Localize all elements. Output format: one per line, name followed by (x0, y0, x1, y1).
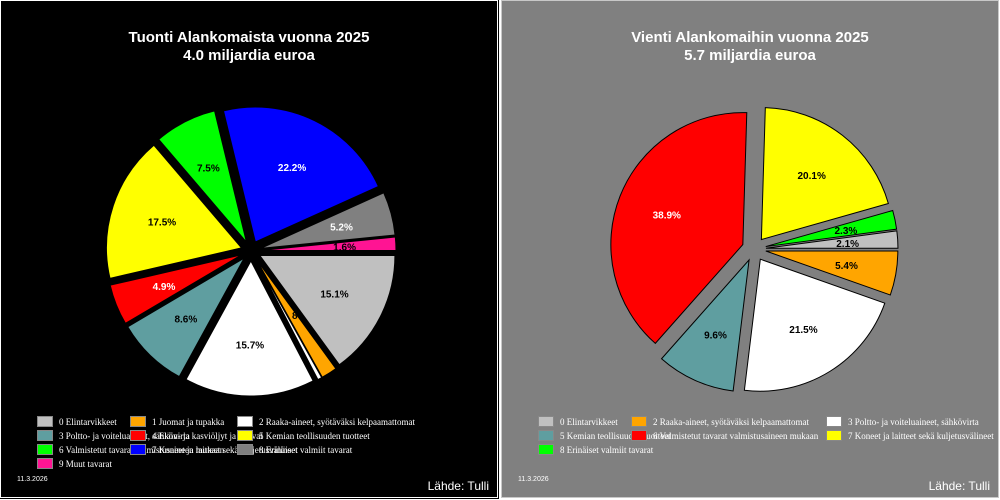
legend-label: 0 Elintarvikkeet (560, 416, 618, 427)
pie-slice (106, 144, 243, 279)
legend-swatch (826, 430, 842, 441)
pie-slice (109, 254, 242, 325)
slice-label: 5.4% (835, 261, 858, 272)
pie-slice (765, 209, 898, 248)
legend-label: 7 Koneet ja laitteet sekä kuljetusväline… (848, 430, 994, 441)
legend-swatch (130, 430, 146, 441)
slice-label: 21.5% (789, 325, 817, 336)
legend-swatch (237, 416, 253, 427)
legend-item: 1 Juomat ja tupakka (130, 416, 224, 427)
legend-item: 9 Muut tavarat (37, 458, 112, 469)
legend-label: 8 Erinäiset valmiit tavarat (560, 444, 654, 455)
slice-label: 15.7% (236, 341, 264, 352)
pie-slice (258, 255, 396, 366)
import-pie-chart: 15.1% 15.7% 8.6% 4.9% 17.5% 7.5% 22.2% 5.2% 1.6%… (106, 106, 397, 397)
legend-swatch (631, 430, 647, 441)
legend-item: 5 Kemian teollisuuden tuotteet (237, 430, 370, 441)
pie-slice (260, 192, 396, 249)
legend-item: 3 Poltto- ja voiteluaineet, sähkövirta (826, 416, 979, 427)
pie-slice (255, 259, 323, 381)
legend-swatch (237, 444, 253, 455)
legend-label: 3 Poltto- ja voiteluaineet, sähkövirta (848, 416, 979, 427)
pie-slice (185, 259, 314, 397)
legend-label: 5 Kemian teollisuuden tuotteet (259, 430, 370, 441)
legend-swatch (538, 430, 554, 441)
slice-label: 22.2% (278, 163, 306, 174)
legend-swatch (37, 430, 53, 441)
slice-label: 9.6% (704, 331, 727, 342)
chart-title: Vienti Alankomaihin vuonna 2025 (631, 29, 869, 46)
legend-item: 8 Erinäiset valmiit tavarat (538, 444, 653, 455)
legend-label: 8 Erinäiset valmiit tavarat (259, 444, 353, 455)
pie-slice (765, 250, 899, 296)
legend-label: 7 Koneet ja laitteet sekä kuljetusväline… (152, 444, 298, 455)
chart-title: Tuonti Alankomaista vuonna 2025 (128, 29, 370, 46)
legend-item: 7 Koneet ja laitteet sekä kuljetusväline… (826, 430, 994, 441)
legend-swatch (237, 430, 253, 441)
legend-item: 5 Kemian teollisuuden tuotteet (538, 430, 671, 441)
slice-label: 7.5% (197, 164, 220, 175)
slice-label: 4.9% (153, 282, 176, 293)
legend-item: 0 Elintarvikkeet (538, 416, 618, 427)
chart-date: 11.3.2026 (17, 476, 48, 483)
legend-label: 3 Poltto- ja voiteluaineet, sähkövirta (59, 430, 190, 441)
chart-source: Lähde: Tulli (928, 479, 990, 493)
legend-swatch (631, 416, 647, 427)
legend-label: 2 Raaka-aineet, syötäväksi kelpaamattoma… (653, 416, 809, 427)
pie-slice (660, 258, 750, 392)
legend-label: 9 Muut tavarat (59, 458, 112, 469)
legend-item: 6 Valmistetut tavarat valmistusaineen mu… (631, 430, 818, 441)
chart-date: 11.3.2026 (518, 476, 549, 483)
legend-swatch (538, 444, 554, 455)
slice-label: 17.5% (148, 218, 176, 229)
chart-source: Lähde: Tulli (427, 479, 489, 493)
legend-item: 4 Eläin- ja kasviöljyt ja -rasvat (130, 430, 263, 441)
pie-slice (222, 106, 380, 243)
legend-swatch (37, 458, 53, 469)
pie-slice (127, 256, 246, 378)
legend-label: 0 Elintarvikkeet (59, 416, 117, 427)
pie-slice (765, 230, 899, 249)
pie-slice (158, 110, 247, 243)
legend-item: 3 Poltto- ja voiteluaineet, sähkövirta (37, 430, 190, 441)
slice-label: 15.1% (320, 290, 348, 301)
legend-swatch (826, 416, 842, 427)
slice-label: 2.1% (836, 239, 859, 250)
legend-label: 4 Eläin- ja kasviöljyt ja -rasvat (152, 430, 263, 441)
legend-label: 2 Raaka-aineet, syötäväksi kelpaamattoma… (259, 416, 415, 427)
legend-swatch (130, 416, 146, 427)
pie-slice (760, 107, 889, 241)
slice-label: 2.3% (834, 226, 857, 237)
import-chart-panel: Tuonti Alankomaista vuonna 2025 4.0 milj… (0, 0, 499, 499)
legend-swatch (37, 444, 53, 455)
pie-slice (260, 236, 397, 252)
pie-slice (255, 259, 337, 378)
pie-slice (610, 112, 748, 345)
slice-label: 8.6% (174, 314, 197, 325)
pie-slice (743, 258, 886, 392)
legend-item: 2 Raaka-aineet, syötäväksi kelpaamattoma… (631, 416, 809, 427)
export-pie-chart: 5.4% 21.5% 9.6% 38.9% 20.1% 2.3% 2.1% (610, 107, 899, 392)
legend-label: 5 Kemian teollisuuden tuotteet (560, 430, 671, 441)
slice-label: 20.1% (798, 171, 826, 182)
slice-label: 5.2% (330, 223, 353, 234)
legend-swatch (130, 444, 146, 455)
legend-label: 1 Juomat ja tupakka (152, 416, 225, 427)
export-chart-panel: Vienti Alankomaihin vuonna 2025 5.7 milj… (501, 0, 999, 498)
legend-item: 7 Koneet ja laitteet sekä kuljetusväline… (130, 444, 298, 455)
legend-item: 2 Raaka-aineet, syötäväksi kelpaamattoma… (237, 416, 415, 427)
slice-label: 1.6% (333, 242, 356, 253)
chart-subtitle: 5.7 miljardia euroa (684, 47, 816, 64)
legend-swatch (37, 416, 53, 427)
legend-item: 0 Elintarvikkeet (37, 416, 117, 427)
legend-label: 6 Valmistetut tavarat valmistusaineen mu… (653, 430, 819, 441)
chart-subtitle: 4.0 miljardia euroa (183, 47, 315, 64)
slice-label: 8 (292, 311, 298, 322)
legend-swatch (538, 416, 554, 427)
legend-item: 8 Erinäiset valmiit tavarat (237, 444, 352, 455)
slice-label: 38.9% (653, 210, 681, 221)
